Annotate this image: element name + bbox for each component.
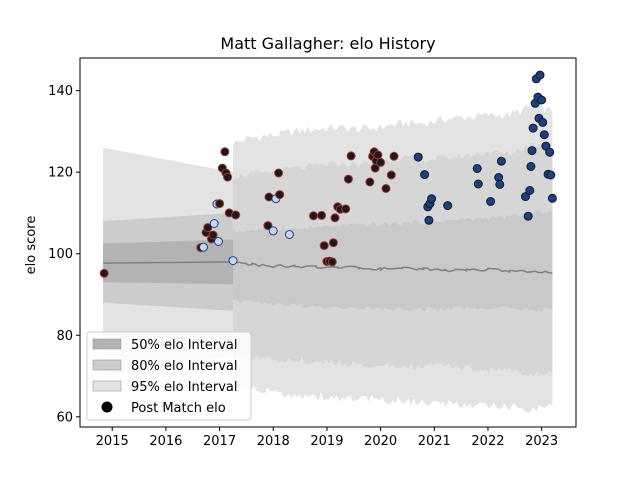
data-point	[231, 210, 241, 220]
plot-frame	[79, 57, 577, 428]
data-point	[275, 190, 285, 200]
axes: 2015 2016 2017 2018 2019 2020 2021 2022 2023 60 80…	[48, 57, 577, 449]
data-point	[420, 170, 430, 180]
data-point	[203, 223, 213, 233]
data-point	[386, 170, 396, 180]
data-point	[495, 179, 505, 189]
x-tick-label: 2023	[525, 434, 558, 449]
legend-marker	[101, 401, 113, 413]
data-point	[220, 147, 230, 157]
chart-title: Matt Gallagher: elo History	[220, 34, 435, 53]
mean-line	[103, 261, 553, 274]
data-point	[317, 210, 327, 220]
elo-interval-bands	[103, 104, 553, 413]
data-point	[274, 168, 284, 178]
data-point	[473, 179, 483, 189]
data-point	[381, 184, 391, 193]
legend-swatch	[92, 359, 122, 371]
data-point	[268, 226, 278, 236]
data-point	[214, 237, 223, 246]
data-point	[365, 177, 375, 187]
data-point	[263, 221, 273, 231]
x-tick-label: 2015	[96, 434, 129, 449]
legend-box	[86, 331, 252, 421]
data-point	[528, 123, 538, 133]
data-point	[486, 197, 496, 206]
data-point	[376, 157, 386, 167]
data-point	[535, 70, 545, 80]
data-point	[215, 199, 225, 209]
data-point	[526, 162, 536, 171]
y-tick-label: 140	[48, 84, 73, 99]
x-tick-label: 2017	[203, 434, 236, 449]
x-tick-label: 2019	[310, 434, 343, 449]
data-point	[523, 211, 533, 221]
data-point	[209, 219, 219, 228]
x-tick-label: 2021	[418, 434, 451, 449]
legend-swatch	[92, 380, 122, 392]
data-point	[343, 174, 353, 184]
legend: 50% elo Interval 80% elo Interval 95% elo …	[86, 331, 252, 421]
mean-elo-line	[103, 261, 553, 274]
data-point	[330, 213, 340, 223]
legend-label: 80% elo Interval	[131, 359, 238, 374]
data-point	[328, 238, 338, 248]
y-tick-label: 80	[56, 329, 73, 344]
data-point	[373, 150, 383, 160]
data-point	[424, 215, 434, 225]
y-tick-label: 120	[48, 166, 73, 181]
post-match-points	[99, 70, 557, 278]
data-point	[199, 242, 208, 252]
data-point	[496, 156, 506, 166]
data-point	[208, 230, 218, 240]
data-point	[327, 257, 337, 267]
legend-swatch	[92, 338, 122, 350]
y-tick-label: 100	[48, 247, 73, 262]
legend-label: 50% elo Interval	[131, 338, 238, 353]
data-point	[537, 95, 547, 105]
legend-label: Post Match elo	[131, 401, 226, 416]
data-point	[546, 170, 556, 180]
x-tick-label: 2016	[149, 434, 182, 449]
history-band-50	[233, 209, 553, 312]
data-point	[413, 152, 423, 162]
x-tick-label: 2020	[364, 434, 397, 449]
x-tick-label: 2018	[257, 434, 290, 449]
legend-label: 95% elo Interval	[131, 380, 238, 395]
data-point	[284, 230, 294, 239]
history-band-80	[233, 142, 553, 377]
data-point	[319, 241, 329, 251]
data-point	[309, 211, 318, 221]
data-point	[547, 193, 557, 203]
y-axis-label: elo score	[24, 216, 39, 275]
data-point	[545, 147, 555, 157]
data-point	[538, 117, 548, 127]
y-tick-label: 60	[56, 410, 73, 425]
data-point	[472, 164, 482, 173]
x-tick-label: 2022	[471, 434, 504, 449]
data-point	[539, 130, 549, 140]
data-point	[228, 256, 238, 266]
data-point	[99, 268, 109, 278]
data-point	[427, 194, 437, 204]
data-point	[389, 151, 399, 161]
data-point	[525, 186, 535, 195]
data-point	[223, 172, 233, 182]
data-point	[443, 201, 453, 211]
data-point	[346, 151, 356, 161]
data-point	[521, 192, 530, 202]
data-point	[527, 146, 537, 156]
data-point	[341, 204, 351, 214]
